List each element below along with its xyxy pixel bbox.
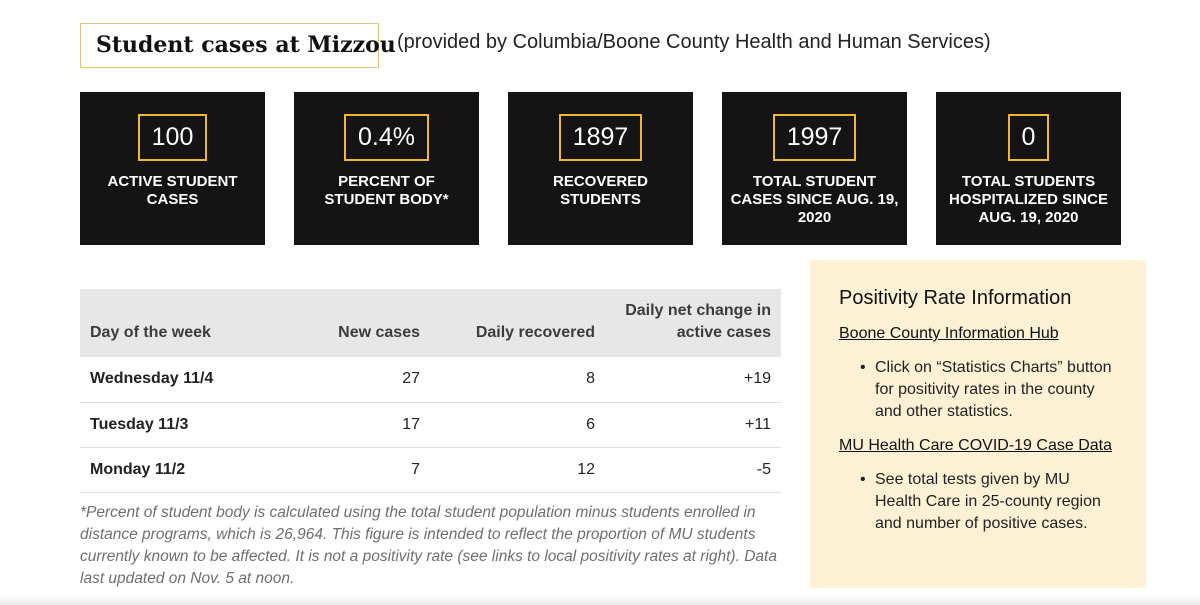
stat-label: PERCENT OF STUDENT BODY*: [324, 173, 449, 208]
stat-value: 1897: [558, 114, 643, 161]
list-item: • See total tests given by MU Health Car…: [860, 469, 1117, 535]
positivity-info-panel: Positivity Rate Information Boone County…: [810, 260, 1146, 588]
cell-day: Wednesday 11/4: [90, 370, 214, 388]
table-row: Tuesday 11/3 17 6 +11: [80, 402, 781, 447]
stat-value: 1997: [772, 114, 857, 161]
stat-label: RECOVERED STUDENTS: [552, 173, 649, 208]
stat-value: 0: [1007, 114, 1050, 161]
stat-label: TOTAL STUDENT CASES SINCE AUG. 19, 2020: [730, 173, 899, 226]
list-item: • Click on “Statistics Charts” button fo…: [860, 357, 1117, 423]
stat-card-active-cases: 100 ACTIVE STUDENT CASES: [80, 92, 265, 245]
table-header-row: Day of the week New cases Daily recovere…: [80, 289, 781, 357]
cell-day: Tuesday 11/3: [90, 415, 189, 433]
column-header-new-cases: New cases: [338, 324, 420, 341]
stat-card-total-cases: 1997 TOTAL STUDENT CASES SINCE AUG. 19, …: [722, 92, 907, 245]
cell-day: Monday 11/2: [90, 460, 186, 478]
stat-card-percent-student-body: 0.4% PERCENT OF STUDENT BODY*: [294, 92, 479, 245]
boone-county-info-list: • Click on “Statistics Charts” button fo…: [839, 357, 1117, 423]
cell-new-cases: 27: [402, 370, 420, 388]
cell-net-change: -5: [756, 460, 771, 478]
cell-net-change: +11: [745, 415, 771, 433]
table-row: Wednesday 11/4 27 8 +19: [80, 357, 781, 402]
panel-title: Positivity Rate Information: [839, 287, 1072, 309]
section-title: Student cases at Mizzou: [80, 23, 396, 68]
stat-value: 0.4%: [344, 114, 429, 161]
cell-daily-recovered: 6: [586, 415, 595, 433]
cell-daily-recovered: 12: [577, 460, 595, 478]
cell-new-cases: 17: [402, 415, 420, 433]
mu-health-care-data-link[interactable]: MU Health Care COVID-19 Case Data: [839, 437, 1112, 454]
stat-label: TOTAL STUDENTS HOSPITALIZED SINCE AUG. 1…: [949, 173, 1108, 226]
boone-county-hub-link[interactable]: Boone County Information Hub: [839, 325, 1059, 342]
column-header-day: Day of the week: [90, 324, 211, 341]
list-item-text: Click on “Statistics Charts” button for …: [875, 359, 1112, 420]
stat-value: 100: [137, 114, 208, 161]
cell-daily-recovered: 8: [586, 370, 595, 388]
mu-health-info-list: • See total tests given by MU Health Car…: [839, 469, 1117, 535]
source-subtitle: (provided by Columbia/Boone County Healt…: [397, 31, 991, 53]
table-row: Monday 11/2 7 12 -5: [80, 447, 781, 492]
stat-card-hospitalized: 0 TOTAL STUDENTS HOSPITALIZED SINCE AUG.…: [936, 92, 1121, 245]
column-header-daily-recovered: Daily recovered: [475, 324, 595, 341]
cell-new-cases: 7: [411, 460, 420, 478]
cell-net-change: +19: [743, 370, 771, 388]
stat-card-recovered: 1897 RECOVERED STUDENTS: [508, 92, 693, 245]
footnote: *Percent of student body is calculated u…: [80, 504, 777, 587]
stat-label: ACTIVE STUDENT CASES: [107, 173, 238, 208]
bottom-edge-shadow: [0, 595, 1200, 605]
list-item-text: See total tests given by MU Health Care …: [875, 471, 1101, 532]
bullet-icon: •: [860, 359, 866, 376]
bullet-icon: •: [860, 471, 866, 488]
daily-cases-table: Day of the week New cases Daily recovere…: [80, 289, 781, 493]
column-header-net-change: Daily net change in active cases: [625, 302, 771, 341]
